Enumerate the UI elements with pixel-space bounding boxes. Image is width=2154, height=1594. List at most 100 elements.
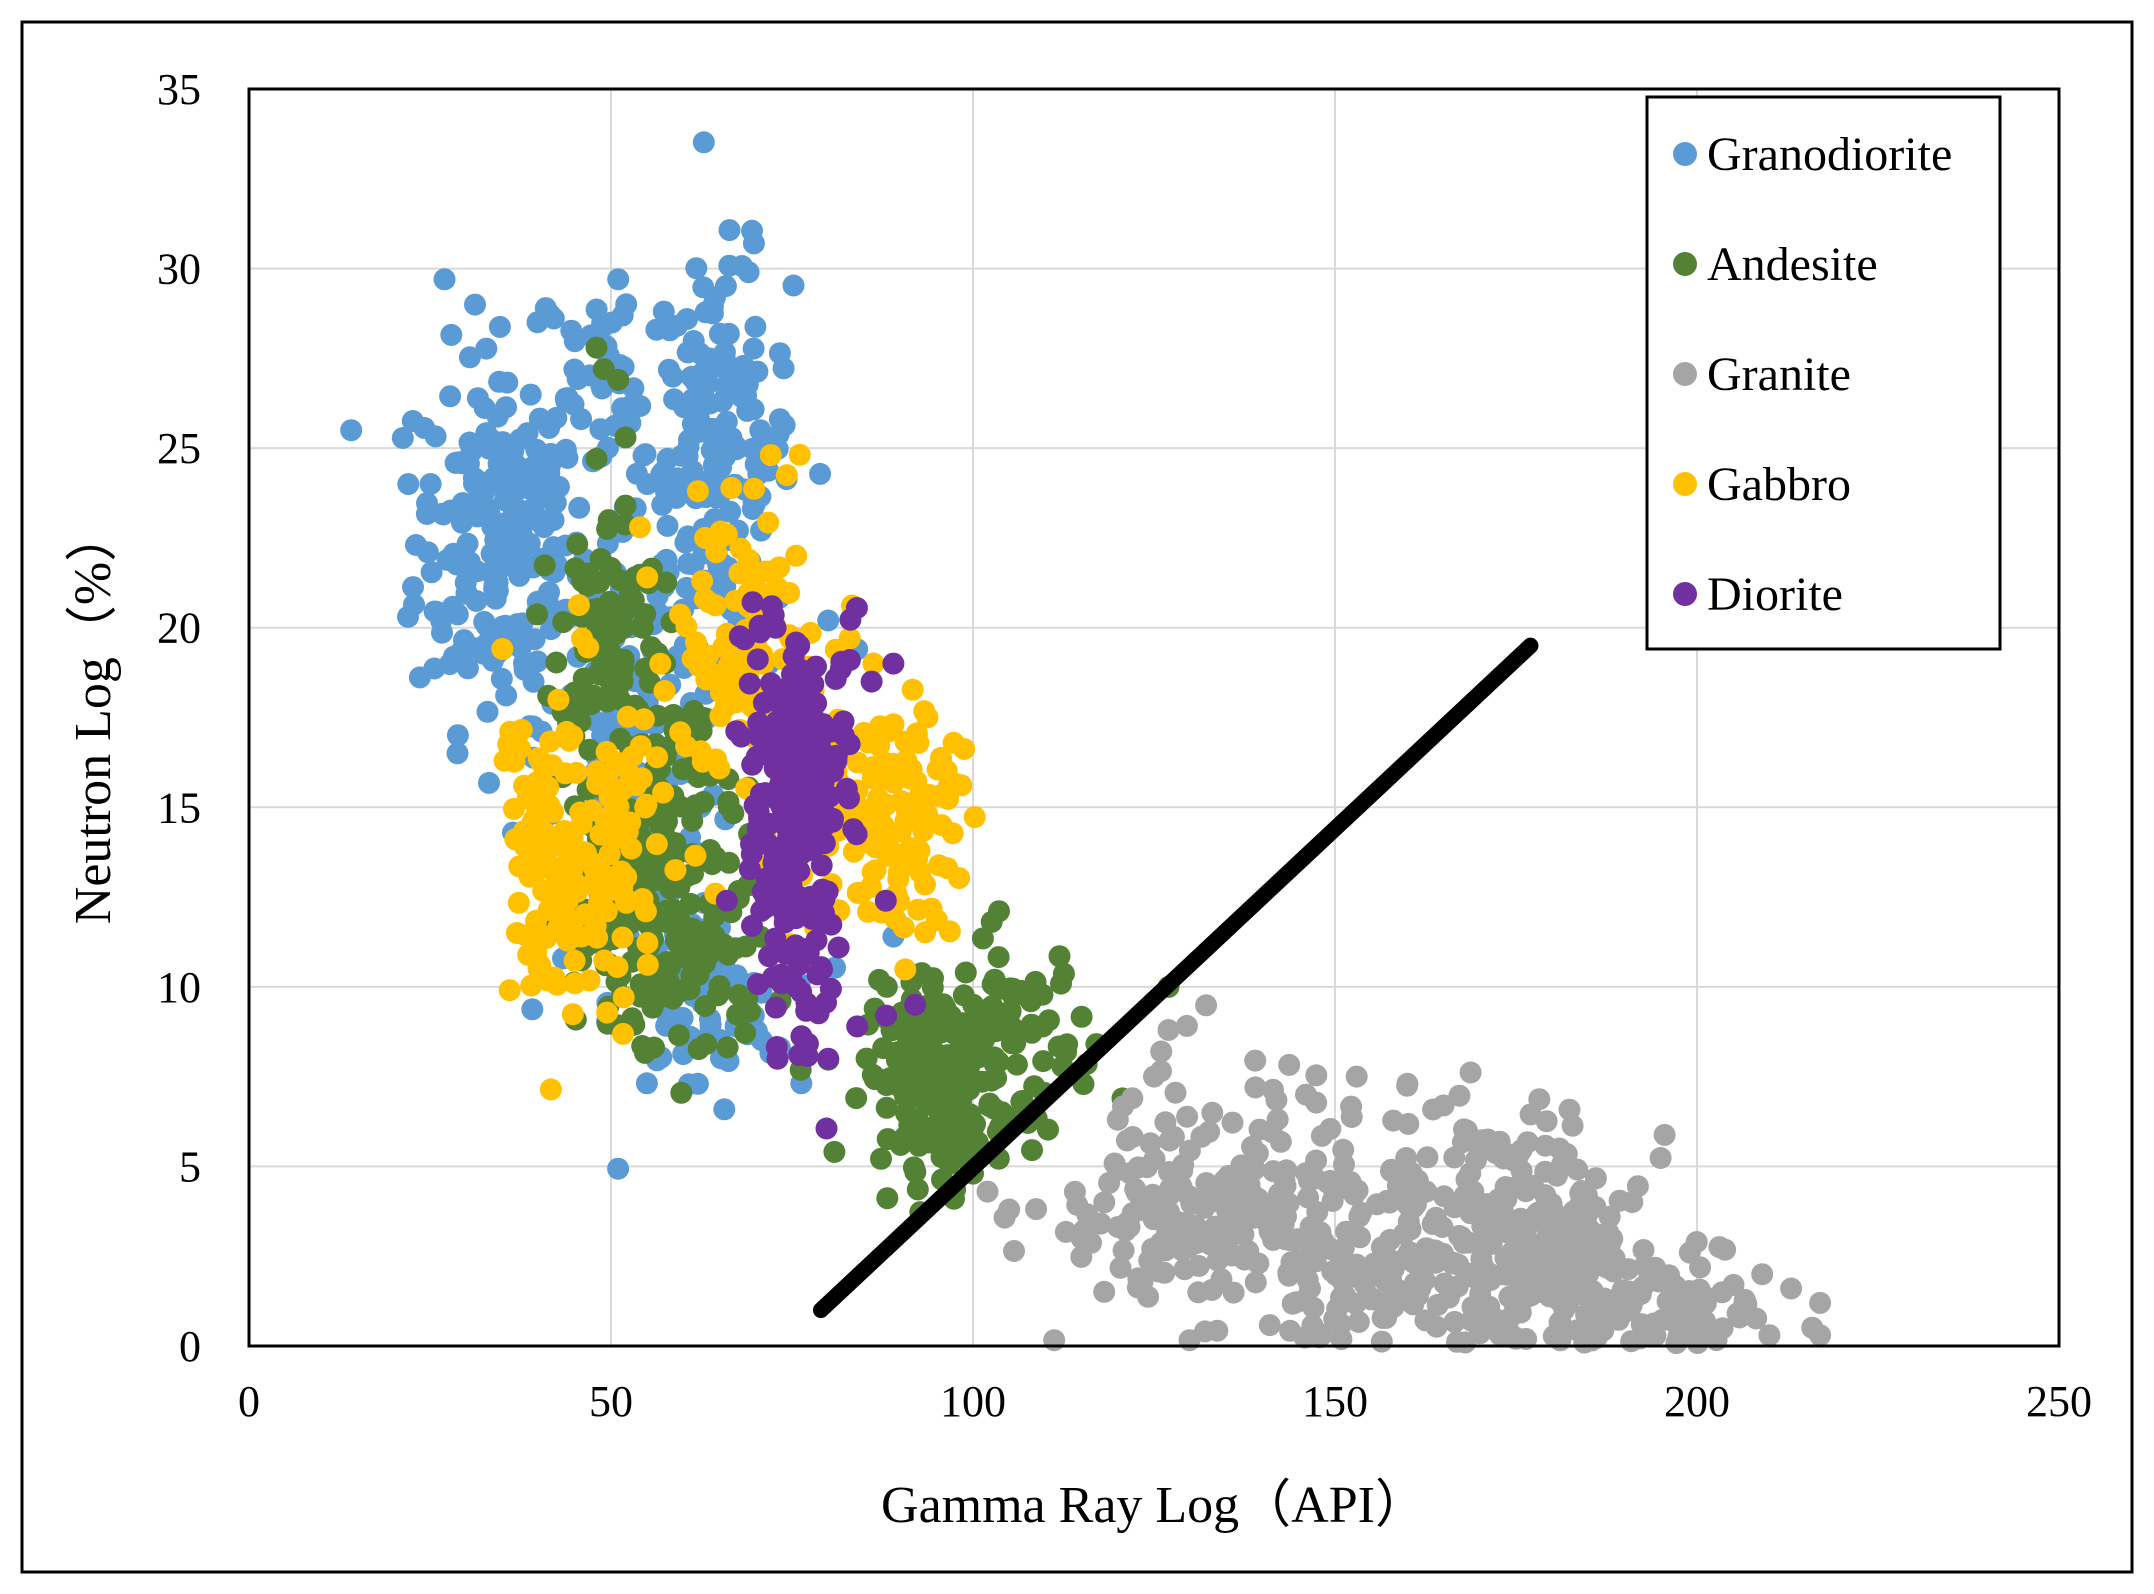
point-granite <box>1665 1332 1688 1355</box>
point-granite <box>1280 1251 1303 1274</box>
point-diorite <box>790 1025 813 1048</box>
point-granite <box>1244 1076 1267 1099</box>
point-granite <box>1527 1273 1550 1296</box>
point-granodiorite <box>782 274 805 297</box>
point-andesite <box>988 900 1010 923</box>
point-granite <box>1621 1191 1644 1214</box>
legend-marker-andesite <box>1673 252 1697 276</box>
point-granite <box>1809 1324 1832 1347</box>
point-granodiorite <box>687 389 710 412</box>
point-gabbro <box>513 774 536 797</box>
point-andesite <box>649 815 672 838</box>
point-granodiorite <box>663 388 686 411</box>
point-granodiorite <box>542 509 565 532</box>
point-granite <box>1157 1019 1180 1041</box>
point-andesite <box>533 554 556 577</box>
point-granodiorite <box>538 462 561 485</box>
point-andesite <box>726 1003 749 1026</box>
point-granodiorite <box>458 346 481 369</box>
point-diorite <box>750 899 773 922</box>
point-granite <box>1733 1288 1756 1311</box>
point-gabbro <box>579 850 602 873</box>
point-granite <box>1281 1292 1304 1315</box>
point-granite <box>1221 1111 1244 1134</box>
point-diorite <box>758 834 781 857</box>
point-andesite <box>629 985 652 1008</box>
point-granodiorite <box>464 293 486 316</box>
point-andesite <box>905 1122 928 1145</box>
point-granite <box>1477 1313 1500 1336</box>
point-granodiorite <box>632 444 655 467</box>
point-diorite <box>715 889 738 912</box>
point-granodiorite <box>522 670 545 693</box>
point-diorite <box>823 745 846 768</box>
point-andesite <box>682 960 705 983</box>
point-granodiorite <box>451 511 473 534</box>
point-gabbro <box>540 884 563 907</box>
point-granodiorite <box>563 358 586 381</box>
point-gabbro <box>645 833 668 856</box>
point-diorite <box>762 851 785 874</box>
point-diorite <box>758 945 780 968</box>
point-andesite <box>875 975 898 998</box>
point-granodiorite <box>487 452 510 475</box>
point-granodiorite <box>554 387 577 410</box>
point-granite <box>1332 1138 1355 1161</box>
point-granite <box>1549 1310 1572 1333</box>
point-diorite <box>829 721 852 744</box>
point-granite <box>1234 1183 1257 1205</box>
point-granite <box>1208 1184 1231 1207</box>
point-granodiorite <box>665 486 688 509</box>
point-andesite <box>906 1178 929 1201</box>
point-gabbro <box>608 816 631 839</box>
point-granodiorite <box>749 419 772 442</box>
point-granite <box>1496 1252 1519 1275</box>
point-andesite <box>983 968 1006 991</box>
point-granite <box>1305 1064 1328 1087</box>
point-granite <box>1399 1218 1422 1241</box>
point-gabbro <box>878 763 901 786</box>
point-andesite <box>908 1018 931 1041</box>
point-diorite <box>759 728 782 751</box>
point-gabbro <box>720 476 743 499</box>
point-granodiorite <box>681 413 704 435</box>
point-andesite <box>866 1067 889 1090</box>
plot-area-border <box>247 87 2061 1348</box>
point-diorite <box>815 1117 838 1140</box>
point-granite <box>1495 1188 1518 1211</box>
point-granite <box>1581 1235 1604 1258</box>
point-andesite <box>655 906 678 929</box>
point-andesite <box>734 1022 757 1044</box>
point-granite <box>1150 1040 1173 1063</box>
point-gabbro <box>693 587 716 610</box>
point-granodiorite <box>716 372 739 395</box>
point-andesite <box>585 447 608 470</box>
point-andesite <box>717 795 740 818</box>
point-andesite <box>934 1085 957 1108</box>
point-gabbro <box>513 834 536 857</box>
point-granite <box>1143 1065 1165 1088</box>
point-granodiorite <box>458 431 481 454</box>
point-granodiorite <box>694 301 717 324</box>
point-granodiorite <box>525 438 548 461</box>
point-granite <box>1653 1123 1676 1146</box>
point-granodiorite <box>526 509 549 532</box>
point-gabbro <box>895 749 918 772</box>
point-gabbro <box>938 920 961 943</box>
point-granodiorite <box>773 414 796 437</box>
point-gabbro <box>685 631 707 654</box>
point-gabbro <box>785 544 808 567</box>
point-gabbro <box>535 831 558 854</box>
point-granodiorite <box>423 657 446 680</box>
point-granodiorite <box>534 297 557 320</box>
point-granodiorite <box>442 645 465 668</box>
point-diorite <box>813 832 836 855</box>
point-gabbro <box>741 574 764 597</box>
point-andesite <box>855 1047 878 1070</box>
y-tick-label: 15 <box>157 783 201 832</box>
point-granite <box>1470 1247 1493 1270</box>
point-gabbro <box>775 464 798 487</box>
point-granodiorite <box>521 998 544 1021</box>
point-granite <box>1025 1198 1048 1221</box>
